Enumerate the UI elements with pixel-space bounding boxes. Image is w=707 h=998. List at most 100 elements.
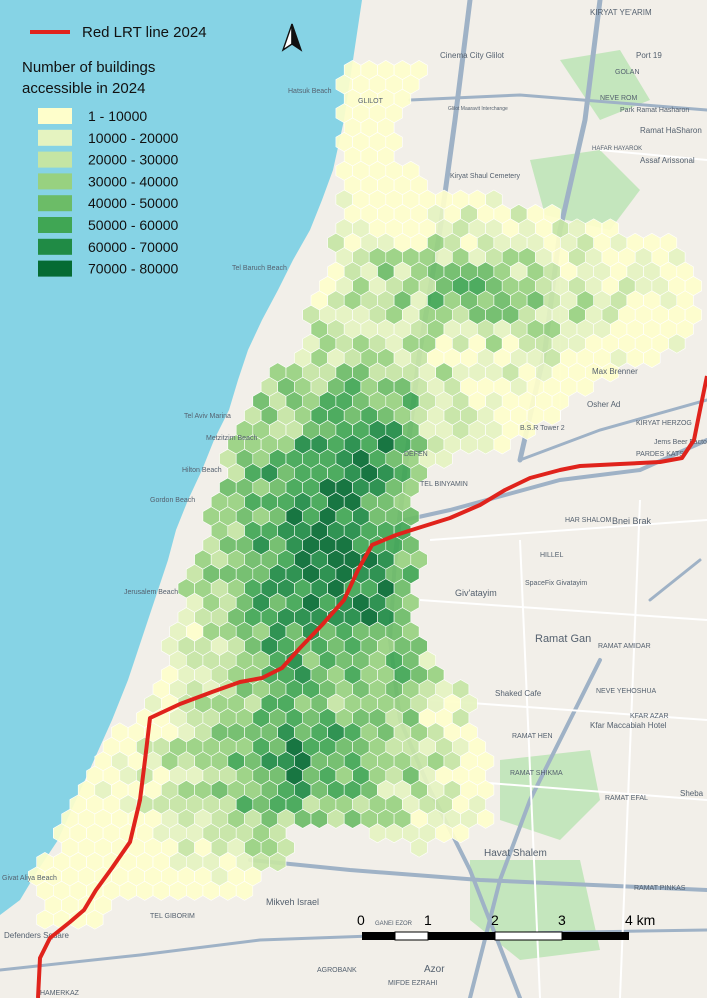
place-label: SpaceFix Givatayim — [525, 580, 587, 587]
highway — [248, 858, 707, 892]
highway — [408, 93, 707, 112]
legend-class-swatch — [38, 238, 72, 255]
place-label: GOLAN — [615, 69, 640, 76]
place-label: Tel Aviv Marina — [184, 413, 231, 420]
legend-class-item: 20000 - 30000 — [38, 151, 179, 168]
legend-class-swatch — [38, 260, 72, 277]
legend-class-label: 20000 - 30000 — [88, 152, 179, 168]
legend-class-swatch — [38, 108, 72, 124]
street — [619, 499, 641, 998]
scale-tick-1: 1 — [424, 912, 432, 928]
place-label: Cinema City Glilot — [440, 51, 505, 60]
place-label: Havat Shalem — [484, 848, 547, 859]
place-label: Ramat Gan — [535, 633, 591, 645]
hex-cell — [576, 376, 594, 397]
place-label: HAMERKAZ — [40, 990, 80, 997]
hex-cell — [410, 837, 428, 858]
place-label: Bnei Brak — [612, 516, 652, 526]
place-label: Glilot Maaravit Interchange — [448, 106, 508, 112]
place-label: HAR SHALOM — [565, 517, 611, 524]
hex-cell — [643, 348, 661, 368]
place-label: Givat Aliya Beach — [2, 875, 57, 882]
place-label: HAFAR HAYAROK — [592, 146, 642, 152]
place-label: KIRYAT YE'ARIM — [590, 8, 652, 17]
place-label: Giv'atayim — [455, 588, 497, 598]
lrt-red-line — [36, 375, 707, 998]
place-label: Assaf Arissonal — [640, 156, 695, 165]
legend-class-swatch — [38, 173, 72, 190]
place-label: Ramat HaSharon — [640, 126, 702, 135]
place-label: NEVE ROM — [600, 95, 638, 102]
place-label: PARDES KATS — [636, 451, 684, 458]
scale-tick-4: 4 km — [625, 912, 655, 928]
map-legend: Red LRT line 2024 Number of buildings ac… — [22, 24, 207, 277]
legend-title-line1: Number of buildings — [22, 59, 155, 76]
legend-class-item: 1 - 10000 — [38, 108, 147, 124]
hex-cell — [543, 405, 561, 426]
place-label: Osher Ad — [587, 400, 620, 409]
street — [519, 539, 541, 998]
place-label: RAMAT PINKAS — [634, 885, 686, 892]
place-label: RAMAT EFAL — [605, 795, 648, 802]
place-label: Hilton Beach — [182, 467, 222, 474]
legend-line-label: Red LRT line 2024 — [82, 24, 207, 41]
legend-class-swatch — [38, 129, 72, 146]
place-label: Hatsuk Beach — [288, 88, 332, 95]
place-label: Shaked Cafe — [495, 689, 542, 698]
place-label: GANEI EZOR — [375, 921, 413, 927]
legend-class-label: 50000 - 60000 — [88, 217, 179, 233]
scale-tick-2: 2 — [491, 912, 499, 928]
place-label: MIFDE EZRAHI — [388, 980, 437, 987]
place-label: Metzitzim Beach — [206, 435, 257, 442]
highway — [468, 658, 602, 998]
street — [599, 149, 707, 161]
scale-tick-0: 0 — [357, 912, 365, 928]
place-label: TEL BINYAMIN — [420, 481, 468, 488]
place-label: Jems Beer Factory — [654, 439, 707, 446]
sea-area — [0, 0, 362, 915]
hex-cell — [518, 420, 536, 440]
legend-class-item: 10000 - 20000 — [38, 129, 179, 146]
place-label: Kiryat Shaul Cemetery — [450, 173, 521, 180]
street — [449, 779, 707, 801]
hex-cell — [452, 823, 470, 844]
place-label: Defenders Square — [4, 931, 69, 940]
place-label: Tel Baruch Beach — [232, 265, 287, 272]
place-labels: KIRYAT YE'ARIM Cinema City Glilot Port 19 G… — [2, 8, 707, 997]
scale-tick-3: 3 — [558, 912, 566, 928]
hex-cell — [493, 434, 511, 455]
place-label: RAMAT HEN — [512, 733, 553, 740]
legend-class-item: 40000 - 50000 — [38, 195, 179, 212]
scale-bar-segment — [394, 931, 429, 941]
north-arrow-icon — [281, 23, 303, 52]
hex-cell — [668, 333, 686, 354]
hex-cell — [601, 362, 619, 383]
scale-bar-segment — [362, 932, 395, 940]
north-arrow-right-half — [291, 23, 303, 52]
hex-cell — [477, 808, 495, 829]
place-label: Park Ramat Hasharon — [620, 107, 689, 114]
hex-cell — [435, 448, 453, 469]
scale-bar-segment — [428, 932, 495, 940]
place-label: RAMAT AMIDAR — [598, 643, 651, 650]
legend-class-label: 10000 - 20000 — [88, 130, 179, 146]
hex-cell — [269, 852, 287, 872]
place-label: Jerusalem Beach — [124, 589, 178, 596]
legend-class-item: 50000 - 60000 — [38, 217, 179, 233]
street — [429, 519, 707, 541]
legend-class-item: 30000 - 40000 — [38, 173, 179, 190]
place-label: Max Brenner — [592, 367, 638, 376]
place-label: KIRYAT HERZOG — [636, 420, 692, 427]
place-label: B.S.R Tower 2 — [520, 425, 565, 432]
legend-class-item: 70000 - 80000 — [38, 260, 179, 277]
legend-class-label: 40000 - 50000 — [88, 195, 179, 211]
place-label: NEVE YEHOSHUA — [596, 688, 656, 695]
place-label: RAMAT SHIKMA — [510, 770, 563, 777]
legend-class-label: 30000 - 40000 — [88, 173, 179, 189]
street — [419, 599, 707, 621]
place-label: GLILOT — [358, 98, 384, 105]
legend-classes: 1 - 10000 10000 - 20000 20000 - 30000 30000… — [38, 108, 179, 277]
highway — [648, 558, 702, 602]
legend-class-item: 60000 - 70000 — [38, 238, 179, 255]
